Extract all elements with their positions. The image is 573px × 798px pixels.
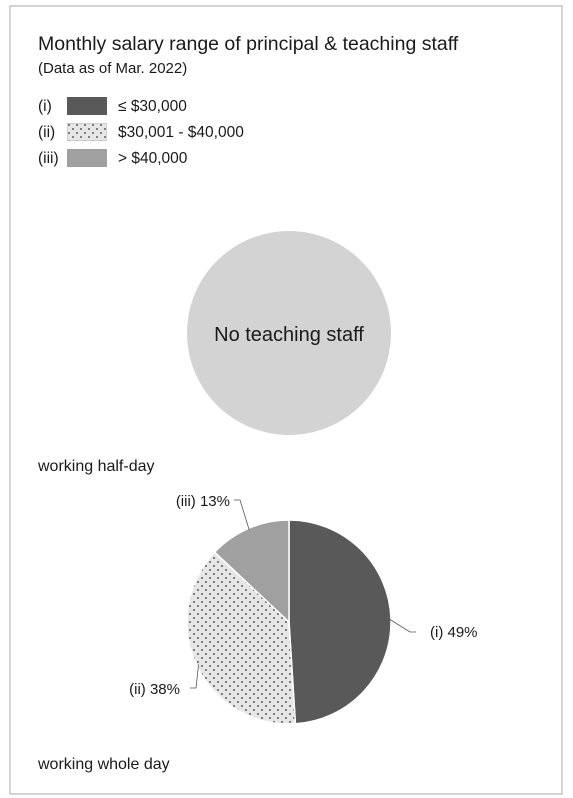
pie-chart-half-day: No teaching staff (187, 231, 391, 435)
empty-pie-label: No teaching staff (214, 324, 364, 346)
legend-marker: (ii) (38, 124, 56, 141)
leader-line (234, 499, 250, 531)
caption-whole-day: working whole day (38, 756, 170, 773)
leader-line (388, 618, 416, 633)
legend-label: > $40,000 (118, 150, 188, 167)
legend-label: $30,001 - $40,000 (118, 124, 244, 141)
caption-half-day: working half-day (38, 458, 155, 475)
leader-line (190, 664, 199, 689)
data-label-i: (i) 49% (430, 624, 478, 641)
chart-title: Monthly salary range of principal & teac… (38, 33, 459, 55)
legend-marker: (i) (38, 98, 52, 115)
legend-marker: (iii) (38, 150, 59, 167)
legend-swatch-ii (67, 123, 107, 141)
legend-label: ≤ $30,000 (118, 98, 187, 115)
pie-slice-i (288, 519, 392, 725)
chart-subtitle: (Data as of Mar. 2022) (38, 60, 188, 77)
empty-pie (187, 231, 391, 435)
legend-swatch-iii (67, 149, 107, 167)
data-label-ii: (ii) 38% (129, 681, 180, 698)
legend-swatch-i (67, 97, 107, 115)
data-label-iii: (iii) 13% (176, 493, 230, 510)
pie-slice-ii (186, 551, 297, 725)
